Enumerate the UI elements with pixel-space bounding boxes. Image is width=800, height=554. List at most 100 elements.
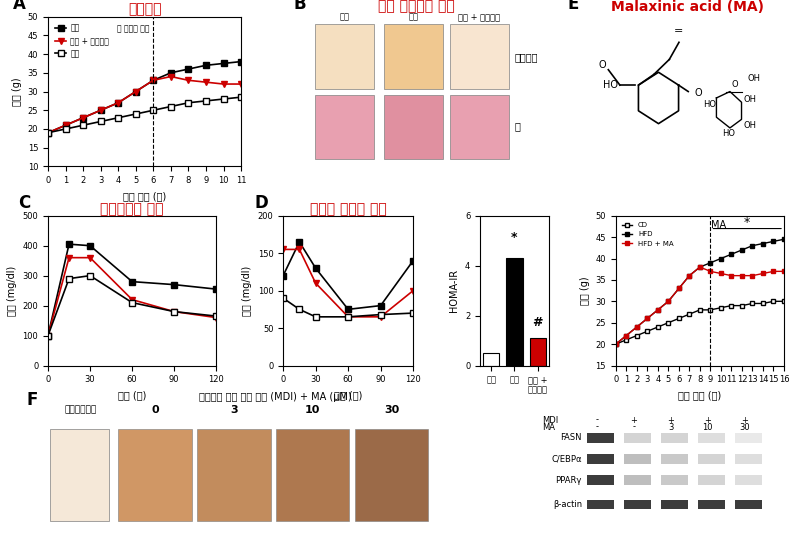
HFD xyxy=(748,242,758,249)
비만 xyxy=(149,77,158,84)
정상 xyxy=(211,313,221,320)
비만+배주출물 xyxy=(211,314,221,321)
비만+배주출물 xyxy=(408,288,418,294)
Text: OH: OH xyxy=(747,74,760,83)
정상 xyxy=(170,308,179,315)
Bar xyxy=(385,95,443,159)
Line: 정상: 정상 xyxy=(280,295,416,320)
HFD xyxy=(737,247,746,253)
Bar xyxy=(587,475,614,485)
Text: *: * xyxy=(511,230,518,244)
Text: 10: 10 xyxy=(305,405,320,415)
비만 xyxy=(64,241,74,248)
비만+배주출물 xyxy=(343,314,353,320)
CD xyxy=(737,302,746,309)
Text: O: O xyxy=(694,88,702,98)
Text: O: O xyxy=(598,60,606,70)
HFD xyxy=(769,238,778,245)
Text: -: - xyxy=(595,423,598,432)
비만 xyxy=(96,107,106,114)
CD xyxy=(642,328,652,335)
정상 xyxy=(86,273,95,279)
비만 xyxy=(170,281,179,288)
비만 + 배주출물 xyxy=(131,88,141,95)
비만 xyxy=(311,265,321,271)
Text: D: D xyxy=(254,194,268,212)
정상 xyxy=(343,314,353,320)
Bar xyxy=(197,429,270,521)
비만 xyxy=(343,306,353,312)
비만+배주출물 xyxy=(278,246,288,253)
Bar xyxy=(698,500,725,509)
비만 xyxy=(127,278,137,285)
정상 xyxy=(43,332,53,339)
정상 xyxy=(96,118,106,125)
Bar xyxy=(734,475,762,485)
HFD + MA xyxy=(737,273,746,279)
정상 xyxy=(236,94,246,100)
Bar xyxy=(587,500,614,509)
비만+배주출물 xyxy=(43,332,53,339)
HFD xyxy=(726,251,736,258)
Line: CD: CD xyxy=(614,299,786,347)
비만 + 배주출물 xyxy=(149,77,158,84)
비만+배주출물 xyxy=(376,314,386,320)
X-axis label: 시간 (분): 시간 (분) xyxy=(118,390,146,400)
Line: 비만: 비만 xyxy=(280,239,416,312)
HFD + MA xyxy=(726,273,736,279)
Text: 간: 간 xyxy=(515,121,521,131)
Text: O: O xyxy=(732,80,738,89)
비만+배주출물 xyxy=(127,296,137,303)
CD xyxy=(622,336,631,343)
HFD + MA xyxy=(769,268,778,275)
Text: 비만: 비만 xyxy=(409,12,419,21)
정상 xyxy=(201,98,210,104)
Text: 10: 10 xyxy=(702,423,713,432)
CD xyxy=(663,320,673,326)
Bar xyxy=(530,338,546,366)
비만 xyxy=(278,273,288,279)
Text: 비만 + 배주출물: 비만 + 배주출물 xyxy=(458,12,500,21)
비만 xyxy=(86,242,95,249)
Bar xyxy=(50,429,110,521)
Text: E: E xyxy=(568,0,579,13)
Bar xyxy=(624,475,651,485)
비만+배주출물 xyxy=(170,308,179,315)
CD xyxy=(611,341,621,347)
HFD + MA xyxy=(653,306,662,313)
Bar xyxy=(450,95,509,159)
Text: MDI: MDI xyxy=(542,416,558,424)
Line: 정상: 정상 xyxy=(46,273,219,338)
X-axis label: 섭취 기간 (주): 섭취 기간 (주) xyxy=(678,390,722,400)
Text: +: + xyxy=(630,416,637,424)
Text: HO: HO xyxy=(602,80,618,90)
Text: A: A xyxy=(14,0,26,13)
정상 xyxy=(294,306,304,312)
HFD xyxy=(632,324,642,330)
비만 xyxy=(61,122,70,129)
X-axis label: 시간 (분): 시간 (분) xyxy=(334,390,362,400)
CD xyxy=(653,324,662,330)
CD xyxy=(685,311,694,317)
정상 xyxy=(408,310,418,316)
HFD + MA xyxy=(779,268,789,275)
HFD + MA xyxy=(706,268,715,275)
CD xyxy=(779,298,789,305)
HFD xyxy=(685,273,694,279)
HFD xyxy=(758,240,768,247)
Bar xyxy=(587,454,614,464)
비만 + 배주출물 xyxy=(43,130,53,136)
Text: #: # xyxy=(532,316,543,329)
HFD + MA xyxy=(632,324,642,330)
Title: 내당능장애 개선: 내당능장애 개선 xyxy=(100,202,164,216)
비만 xyxy=(184,66,194,73)
CD xyxy=(769,298,778,305)
정상 xyxy=(78,122,88,129)
CD xyxy=(716,304,726,311)
비만 xyxy=(218,60,228,67)
Text: B: B xyxy=(294,0,306,13)
HFD xyxy=(695,264,705,270)
Text: 30: 30 xyxy=(739,423,750,432)
Text: 지방전구세포: 지방전구세포 xyxy=(65,406,97,415)
Text: HO: HO xyxy=(703,100,716,109)
